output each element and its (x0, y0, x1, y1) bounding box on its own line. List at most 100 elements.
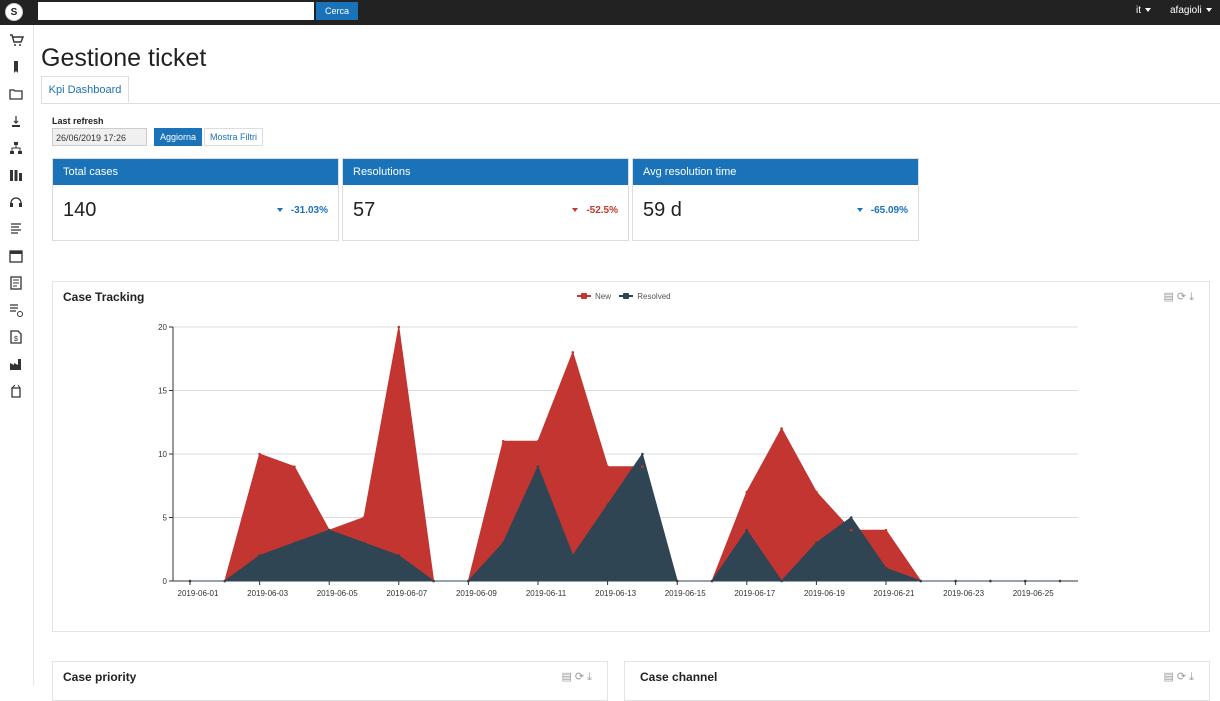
data-point (606, 465, 609, 469)
data-point (501, 440, 505, 443)
headset-icon[interactable] (8, 194, 24, 210)
kpi-value: 59 d (643, 199, 682, 221)
sort-icon[interactable] (8, 113, 24, 129)
data-point (536, 440, 540, 443)
bookmark-icon[interactable] (8, 59, 24, 75)
kpi-delta-value: -31.03% (290, 205, 328, 216)
download-icon[interactable]: ⤓ (1189, 291, 1197, 303)
document-icon[interactable]: ▤ (561, 671, 575, 683)
box-icon[interactable] (8, 383, 24, 399)
last-refresh-label: Last refresh (52, 116, 104, 126)
search-button[interactable]: Cerca (316, 2, 358, 20)
kpi-value: 140 (63, 199, 97, 221)
language-label: it (1136, 5, 1141, 16)
data-point (815, 490, 818, 494)
caret-down-icon (856, 208, 863, 213)
chart-legend: New Resolved (577, 290, 677, 301)
data-point (989, 579, 992, 583)
case-tracking-chart: 0 5 10 15 20 2019-06-01 2019-06-03 2019-06-05 20… (158, 323, 1078, 598)
x-tick-label: 2019-06-07 (386, 589, 427, 598)
x-tick-label: 2019-06-19 (804, 589, 845, 598)
data-point (571, 554, 575, 557)
data-point (397, 325, 401, 329)
data-point (780, 579, 783, 583)
data-point (919, 579, 923, 583)
case-priority-panel: Case priority ▤⟳⤓ (52, 661, 608, 701)
legend-item-new[interactable]: New (577, 292, 611, 301)
data-point (501, 541, 505, 545)
panel-title: Case Tracking (63, 290, 145, 304)
bill-icon[interactable]: $ (8, 329, 24, 345)
logo-icon[interactable]: S (5, 3, 23, 21)
refresh-icon[interactable]: ⟳ (1176, 671, 1190, 683)
data-point (432, 579, 435, 583)
page-title: Gestione ticket (41, 44, 207, 72)
legend-label: New (595, 291, 612, 301)
show-filters-button[interactable]: Mostra Filtri (204, 128, 263, 146)
data-point (745, 528, 749, 532)
data-point (849, 528, 853, 532)
x-tick-label: 2019-06-09 (456, 589, 497, 598)
update-button[interactable]: Aggiorna (154, 128, 202, 146)
x-tick-label: 2019-06-01 (178, 589, 219, 598)
search-input[interactable] (38, 2, 314, 20)
data-point (641, 452, 644, 456)
kpi-avg-resolution-time: Avg resolution time 59 d -65.09% (632, 158, 919, 241)
bar-chart-icon[interactable] (8, 167, 24, 183)
y-tick-label: 5 (163, 514, 168, 523)
cart-icon[interactable] (8, 32, 24, 48)
data-point (780, 427, 783, 430)
calendar-icon[interactable] (8, 248, 24, 264)
data-point (223, 579, 227, 583)
download-icon[interactable]: ⤓ (587, 671, 595, 683)
data-point (362, 541, 366, 545)
legend-item-resolved[interactable]: Resolved (619, 292, 671, 301)
tab-divider (41, 103, 1220, 104)
org-chart-icon[interactable] (8, 140, 24, 156)
x-tick-label: 2019-06-15 (665, 589, 706, 598)
language-selector[interactable]: it (1136, 5, 1151, 16)
tab-kpi-dashboard[interactable]: Kpi Dashboard (41, 76, 129, 103)
invoice-icon[interactable] (8, 275, 24, 291)
user-menu[interactable]: afagioli (1170, 5, 1212, 16)
panel-tools: ▤⟳⤓ (1164, 670, 1198, 684)
kpi-value: 57 (353, 199, 376, 221)
y-tick-label: 20 (158, 323, 167, 332)
data-point (884, 528, 888, 532)
download-icon[interactable]: ⤓ (1189, 671, 1197, 683)
data-point (815, 541, 818, 545)
data-point (362, 516, 366, 519)
document-icon[interactable]: ▤ (1163, 291, 1177, 303)
kpi-title: Total cases (53, 159, 338, 185)
data-point (293, 541, 296, 545)
refresh-icon[interactable]: ⟳ (574, 671, 588, 683)
kpi-resolutions: Resolutions 57 -52.5% (342, 158, 629, 241)
list-clock-icon[interactable] (8, 302, 24, 318)
folder-icon[interactable] (8, 86, 24, 102)
x-tick-label: 2019-06-11 (526, 589, 567, 598)
case-channel-panel: Case channel ▤⟳⤓ (624, 661, 1210, 701)
x-tick-label: 2019-06-05 (317, 589, 358, 598)
data-point (258, 554, 261, 557)
panel-tools: ▤⟳⤓ (1164, 290, 1198, 304)
user-name: afagioli (1170, 5, 1202, 16)
data-point (710, 579, 714, 583)
data-point (327, 528, 331, 532)
caret-down-icon (572, 208, 579, 213)
refresh-icon[interactable]: ⟳ (1176, 291, 1190, 303)
kpi-title: Resolutions (343, 159, 628, 185)
panel-title: Case priority (63, 670, 137, 684)
data-point (606, 503, 609, 507)
factory-icon[interactable] (8, 356, 24, 372)
top-bar: S Cerca it afagioli (0, 0, 1220, 25)
x-tick-label: 2019-06-13 (595, 589, 636, 598)
data-point (745, 490, 749, 494)
kpi-delta-value: -52.5% (586, 205, 618, 216)
chevron-down-icon (1205, 8, 1212, 13)
data-point (536, 465, 540, 469)
list-icon[interactable] (8, 221, 24, 237)
document-icon[interactable]: ▤ (1163, 671, 1177, 683)
data-point (884, 567, 888, 570)
x-tick-label: 2019-06-03 (247, 589, 288, 598)
data-point (293, 465, 296, 469)
